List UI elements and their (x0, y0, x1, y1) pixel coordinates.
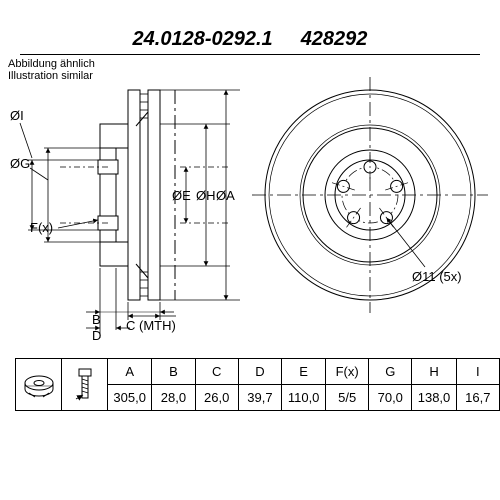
td-G: 70,0 (369, 385, 412, 411)
label-holes: Ø11 (5x) (412, 269, 462, 284)
label-A: ØA (216, 188, 235, 203)
front-view: Ø11 (5x) (252, 77, 488, 313)
label-D: D (92, 328, 101, 343)
label-I: ØI (10, 108, 24, 123)
th-A: A (108, 359, 152, 385)
label-F: F(x) (30, 220, 53, 235)
header-underline (20, 54, 480, 55)
disc-icon (16, 359, 62, 411)
table-header-row: A B C D E F(x) G H I (16, 359, 500, 385)
header: 24.0128-0292.1 428292 (0, 28, 500, 51)
td-I: 16,7 (456, 385, 499, 411)
th-H: H (412, 359, 456, 385)
td-A: 305,0 (108, 385, 152, 411)
td-H: 138,0 (412, 385, 456, 411)
td-C: 26,0 (195, 385, 238, 411)
th-D: D (238, 359, 281, 385)
bolt-icon (62, 359, 108, 411)
td-B: 28,0 (152, 385, 195, 411)
dimension-table: A B C D E F(x) G H I 305,0 28,0 26,0 39,… (15, 358, 500, 411)
th-E: E (282, 359, 326, 385)
th-G: G (369, 359, 412, 385)
th-B: B (152, 359, 195, 385)
th-I: I (456, 359, 499, 385)
technical-drawing: ØI ØG ØE ØH ØA F(x) (0, 68, 500, 354)
part-number: 24.0128-0292.1 (133, 28, 273, 50)
label-G: ØG (10, 156, 30, 171)
th-F: F(x) (326, 359, 369, 385)
side-view: ØI ØG ØE ØH ØA F(x) (10, 90, 240, 343)
td-E: 110,0 (282, 385, 326, 411)
td-F: 5/5 (326, 385, 369, 411)
alt-number: 428292 (301, 28, 368, 50)
td-D: 39,7 (238, 385, 281, 411)
label-C: C (MTH) (126, 318, 176, 333)
label-E: ØE (172, 188, 191, 203)
label-B: B (92, 312, 101, 327)
label-H: ØH (196, 188, 216, 203)
th-C: C (195, 359, 238, 385)
